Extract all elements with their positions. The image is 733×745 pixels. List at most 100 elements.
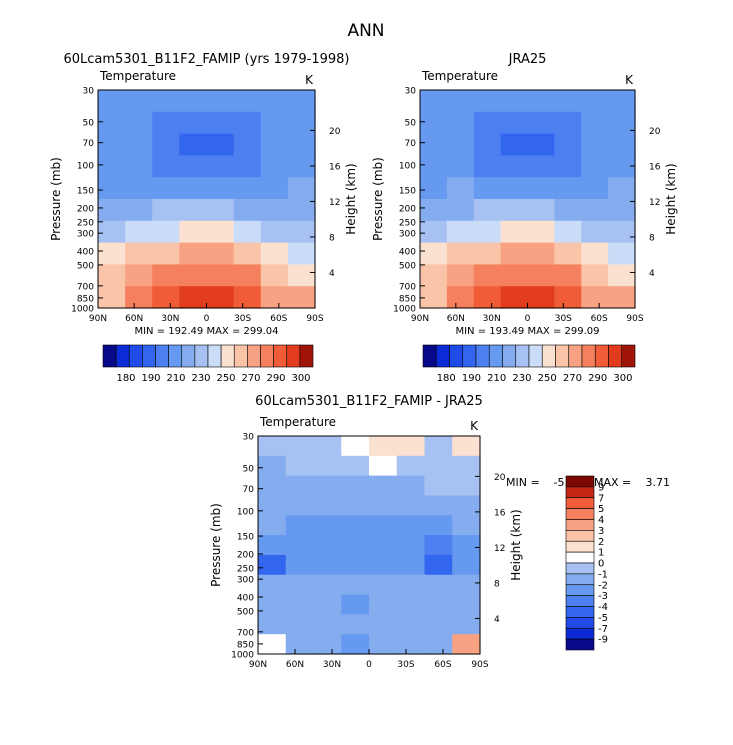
contour-cell xyxy=(369,594,398,615)
contour-cell xyxy=(396,574,426,596)
contour-cell xyxy=(179,90,208,113)
contour-cell xyxy=(608,155,636,178)
contour-cell xyxy=(206,220,235,244)
contour-cell xyxy=(152,264,180,287)
x-tick-label: 60N xyxy=(447,314,465,324)
x-tick-label: 60N xyxy=(286,660,304,670)
contour-cell xyxy=(452,515,481,536)
contour-cell xyxy=(396,594,426,615)
colorbar-swatch xyxy=(273,344,288,368)
units-label: K xyxy=(470,419,479,433)
contour-cell xyxy=(424,614,453,635)
contour-cell xyxy=(258,495,287,516)
contour-cell xyxy=(369,495,398,516)
contour-cell xyxy=(313,436,342,457)
contour-cell xyxy=(527,177,555,200)
x-tick-label: 30N xyxy=(483,314,501,324)
contour-cell xyxy=(420,133,448,156)
contour-cell xyxy=(233,111,262,135)
x-tick-label: 0 xyxy=(366,660,372,670)
colorbar-label: -9 xyxy=(598,635,608,646)
contour-cell xyxy=(287,286,316,309)
contour-cell xyxy=(152,90,180,113)
contour-cell xyxy=(396,495,426,516)
colorbar-swatch xyxy=(286,344,301,368)
contour-cell xyxy=(258,515,287,536)
contour-cell xyxy=(152,220,180,244)
contour-cell xyxy=(608,220,636,244)
colorbar-label: 3 xyxy=(598,526,604,537)
right-axis-label: Height (km) xyxy=(664,163,678,234)
y-tick-label: 200 xyxy=(77,204,94,214)
contour-cell xyxy=(179,220,208,244)
contour-cell xyxy=(125,286,153,309)
contour-cell xyxy=(581,242,609,265)
y-tick-label: 150 xyxy=(77,187,94,197)
height-tick-label: 16 xyxy=(329,162,341,172)
contour-cell xyxy=(233,242,262,265)
colorbar-swatch xyxy=(181,344,196,368)
contour-cell xyxy=(260,286,289,309)
contour-cell xyxy=(233,286,262,309)
colorbar-label: 190 xyxy=(462,373,481,384)
contour-cell xyxy=(258,634,287,655)
x-tick-label: 60S xyxy=(434,660,451,670)
contour-cell xyxy=(473,177,502,200)
contour-cell xyxy=(554,199,582,222)
colorbar-swatch xyxy=(565,584,595,596)
colorbar-swatch xyxy=(115,344,130,368)
y-tick-label: 850 xyxy=(399,294,416,304)
colorbar-label: -5 xyxy=(598,613,608,624)
y-tick-label: 400 xyxy=(77,248,94,258)
contour-cell xyxy=(152,177,180,200)
contour-cell xyxy=(152,242,180,265)
contour-cell xyxy=(420,177,448,200)
y-axis-label: Pressure (mb) xyxy=(209,503,223,587)
colorbar-label: 0 xyxy=(598,559,604,570)
contour-cell xyxy=(341,614,370,635)
contour-cell xyxy=(98,111,126,135)
contour-cell xyxy=(452,455,481,477)
min-max-label: MIN = 192.49 MAX = 299.04 xyxy=(134,326,278,337)
contour-cell xyxy=(500,133,529,156)
contour-cell xyxy=(608,177,636,200)
y-tick-label: 500 xyxy=(237,607,254,617)
contour-cell xyxy=(233,133,262,156)
contour-cell xyxy=(554,90,582,113)
panel-title: 60Lcam5301_B11F2_FAMIP (yrs 1979-1998) xyxy=(64,52,350,67)
contour-cell xyxy=(473,286,502,309)
colorbar-swatch xyxy=(220,344,235,368)
y-tick-label: 150 xyxy=(399,187,416,197)
contour-cell xyxy=(98,242,126,265)
contour-cell xyxy=(581,90,609,113)
contour-cell xyxy=(369,515,398,536)
colorbar-label: 210 xyxy=(487,373,506,384)
contour-cell xyxy=(258,554,287,576)
y-tick-label: 300 xyxy=(399,230,416,240)
contour-cell xyxy=(206,199,235,222)
y-tick-label: 70 xyxy=(243,485,255,495)
contour-cell xyxy=(369,554,398,576)
contour-cell xyxy=(424,634,453,655)
x-tick-label: 60S xyxy=(591,314,608,324)
y-tick-label: 1000 xyxy=(71,305,94,315)
contour-cell xyxy=(500,177,529,200)
contour-cell xyxy=(452,634,481,655)
contour-cell xyxy=(179,111,208,135)
colorbar-swatch xyxy=(168,344,183,368)
contour-cell xyxy=(341,535,370,556)
contour-cell xyxy=(581,111,609,135)
colorbar-swatch xyxy=(565,497,595,509)
colorbar-label: 290 xyxy=(588,373,607,384)
contour-cell xyxy=(125,264,153,287)
contour-cell xyxy=(125,199,153,222)
contour-cell xyxy=(341,554,370,576)
contour-cell xyxy=(608,111,636,135)
contour-cell xyxy=(369,634,398,655)
contour-cell xyxy=(500,220,529,244)
height-tick-label: 4 xyxy=(494,615,500,625)
contour-cell xyxy=(341,495,370,516)
contour-cell xyxy=(313,495,342,516)
colorbar-label: 4 xyxy=(598,515,604,526)
